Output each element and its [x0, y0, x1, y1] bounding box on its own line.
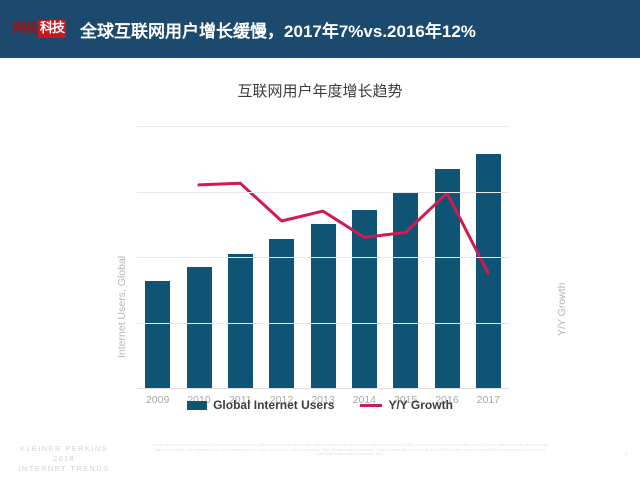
- bar: [186, 267, 212, 388]
- line-series: [197, 181, 490, 275]
- chart-title: 互联网用户年度增长趋势: [237, 83, 403, 100]
- growth-line: [197, 181, 490, 275]
- legend-swatch-bar-icon: [187, 400, 208, 410]
- x-axis-tick: 2009: [145, 394, 170, 406]
- y-axis-right-label: Y/Y Growth: [556, 282, 568, 337]
- bar: [434, 168, 460, 388]
- page-title: 全球互联网用户增长缓慢，2017年7%vs.2016年12%: [80, 21, 476, 41]
- legend-label-bars: Global Internet Users: [213, 398, 335, 412]
- chart-container: 互联网用户年度增长趋势 Internet Users, Global Y/Y G…: [0, 58, 640, 436]
- bar: [351, 209, 377, 388]
- y-axis-left-label: Internet Users, Global: [116, 255, 128, 358]
- x-axis-tick: 2014: [352, 394, 376, 406]
- kp-brand-line2: 2018: [53, 454, 75, 463]
- logo-text-netease: 网易: [13, 21, 38, 36]
- legend-label-line: Y/Y Growth: [388, 398, 453, 412]
- bar: [310, 224, 336, 388]
- x-axis-tick: 2013: [311, 394, 335, 406]
- footer: KLEINER PERKINS 2018 INTERNET TRENDS Sou…: [0, 436, 640, 480]
- bar: [269, 239, 295, 388]
- gridline: [137, 257, 509, 258]
- x-axis-tick: 2017: [476, 394, 500, 406]
- x-axis-tick: 2015: [393, 394, 418, 406]
- netease-tech-logo: 网易 科技: [12, 20, 67, 38]
- x-axis-tick: 2011: [229, 394, 252, 406]
- legend-item-line: Y/Y Growth: [360, 398, 453, 412]
- kleiner-perkins-logo: KLEINER PERKINS 2018 INTERNET TRENDS: [10, 444, 118, 474]
- bar: [227, 253, 253, 388]
- kp-brand-line3: INTERNET TRENDS: [18, 464, 110, 473]
- legend-item-bars: Global Internet Users: [187, 398, 334, 412]
- header-bar: 网易 科技 全球互联网用户增长缓慢，2017年7%vs.2016年12%: [0, 0, 640, 58]
- gridline: [137, 322, 509, 324]
- x-axis-tick: 2012: [269, 394, 294, 406]
- plot-area: 00%1B4%2B8%3B12%4B16%2009201020112012201…: [137, 126, 509, 406]
- bar: [145, 281, 171, 388]
- gridline: [137, 388, 509, 389]
- bar-series: [137, 126, 509, 388]
- gridline: [137, 191, 509, 193]
- source-note: Source: United Nations / International T…: [151, 443, 549, 457]
- legend-swatch-line-icon: [360, 403, 383, 407]
- gridline: [137, 126, 509, 127]
- page-number: 7: [624, 452, 628, 459]
- chart-legend: Global Internet Users Y/Y Growth: [0, 398, 640, 412]
- x-axis-tick: 2016: [435, 394, 459, 406]
- logo-text-tech: 科技: [38, 20, 67, 38]
- kp-brand-line1: KLEINER PERKINS: [19, 444, 109, 453]
